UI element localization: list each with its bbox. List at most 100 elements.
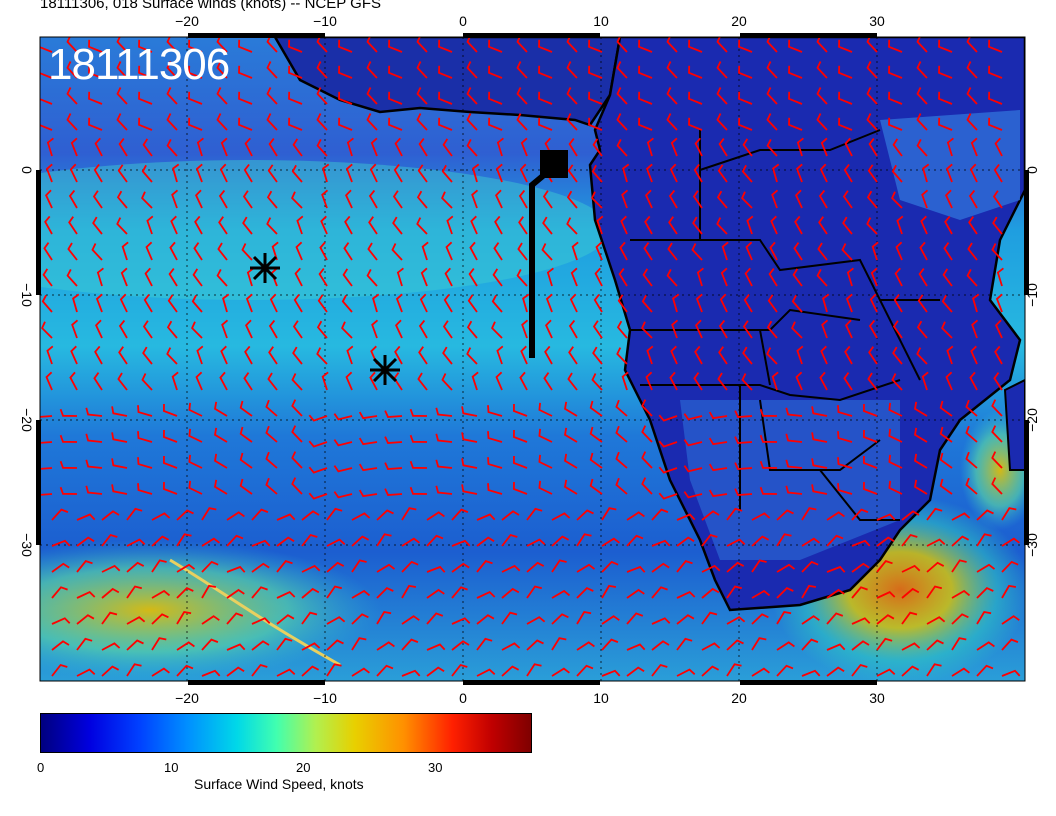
wind-barb xyxy=(820,137,828,157)
wind-barb xyxy=(391,243,403,261)
wind-barb xyxy=(66,37,78,53)
wind-barb xyxy=(726,616,746,625)
wind-barb xyxy=(843,372,853,391)
wind-barb xyxy=(469,241,478,261)
wind-barb xyxy=(239,400,253,417)
wind-barb xyxy=(941,294,953,313)
wind-barb xyxy=(638,39,653,53)
wind-barb xyxy=(746,215,754,235)
wind-barb xyxy=(951,535,970,547)
wind-barb xyxy=(446,215,454,235)
wind-barb xyxy=(742,346,753,365)
wind-barb xyxy=(785,433,803,443)
wind-barb xyxy=(926,561,945,573)
wind-barb xyxy=(172,163,180,183)
wind-barb xyxy=(461,406,478,417)
wind-barb xyxy=(201,669,221,677)
wind-barb xyxy=(601,507,617,521)
wind-barb xyxy=(716,61,728,79)
wind-barb xyxy=(943,242,953,261)
wind-barb xyxy=(269,293,278,313)
wind-barb xyxy=(751,559,767,573)
wind-barb xyxy=(246,267,254,287)
wind-barb xyxy=(801,560,819,573)
wind-barb xyxy=(564,479,578,495)
wind-barb xyxy=(268,319,278,339)
wind-barb xyxy=(438,65,453,79)
wind-barb xyxy=(142,320,153,339)
wind-barb xyxy=(351,559,367,573)
wind-barb xyxy=(366,37,378,53)
wind-barb xyxy=(265,451,278,469)
wind-barb xyxy=(566,217,578,235)
wind-barb xyxy=(195,163,203,183)
wind-barb xyxy=(220,137,228,157)
wind-barb xyxy=(901,564,921,573)
wind-barb xyxy=(538,480,553,495)
wind-barb xyxy=(592,138,603,157)
wind-barb xyxy=(142,346,153,365)
wind-barb xyxy=(971,319,979,339)
wind-barb xyxy=(384,410,403,418)
wind-barb xyxy=(166,113,178,131)
wind-barb xyxy=(738,117,753,131)
wind-barb xyxy=(601,638,619,651)
wind-barb xyxy=(451,586,468,599)
wind-barb xyxy=(216,61,228,79)
wind-barb xyxy=(759,408,778,417)
wind-barb xyxy=(40,441,53,444)
wind-barb xyxy=(293,293,303,313)
wind-barb xyxy=(776,641,795,651)
wind-barb xyxy=(201,584,217,599)
wind-barb xyxy=(545,319,553,339)
wind-barb xyxy=(85,459,103,469)
wind-barb xyxy=(351,667,370,677)
wind-barb xyxy=(566,87,578,105)
wind-barb xyxy=(435,407,453,417)
wind-barb xyxy=(646,345,654,365)
wind-barb xyxy=(88,65,103,79)
wind-barb xyxy=(169,241,178,261)
wind-barb xyxy=(176,587,194,599)
wind-barb xyxy=(916,138,928,157)
wind-barb xyxy=(501,587,520,599)
wind-barb xyxy=(976,509,994,521)
wind-barb xyxy=(218,216,228,235)
wind-barb xyxy=(838,91,853,105)
wind-barb xyxy=(384,436,403,444)
wind-barb xyxy=(988,39,1003,53)
wind-barb xyxy=(676,591,696,599)
wind-barb xyxy=(126,616,146,625)
wind-barb xyxy=(326,616,346,625)
wind-barb xyxy=(768,268,778,287)
wind-barb xyxy=(870,267,878,287)
wind-barb xyxy=(892,320,903,339)
wind-barb xyxy=(426,666,445,677)
wind-barb xyxy=(938,39,953,53)
wind-barb xyxy=(316,87,328,105)
wind-barb xyxy=(965,399,978,417)
wind-barb xyxy=(826,612,844,625)
colorbar-tick-30: 30 xyxy=(428,760,443,775)
wind-barb xyxy=(68,189,78,209)
wind-barb xyxy=(576,533,592,547)
wind-barb xyxy=(345,371,353,391)
wind-barb xyxy=(243,163,253,183)
wind-barb xyxy=(589,452,603,469)
wind-barb xyxy=(701,533,718,547)
wind-barb xyxy=(916,87,928,105)
wind-barb xyxy=(291,164,303,183)
wind-barb xyxy=(117,164,128,183)
wind-barb xyxy=(166,61,178,79)
wind-barb xyxy=(641,399,653,417)
wind-barb xyxy=(69,371,78,391)
wind-barb xyxy=(467,294,478,313)
wind-barb xyxy=(118,319,128,339)
wind-barb xyxy=(119,293,128,313)
wind-barb xyxy=(593,293,603,313)
wind-barb xyxy=(76,668,96,677)
wind-barb xyxy=(616,61,628,79)
wind-barb xyxy=(291,425,303,443)
wind-barb xyxy=(326,561,345,573)
wind-barb xyxy=(351,637,367,651)
